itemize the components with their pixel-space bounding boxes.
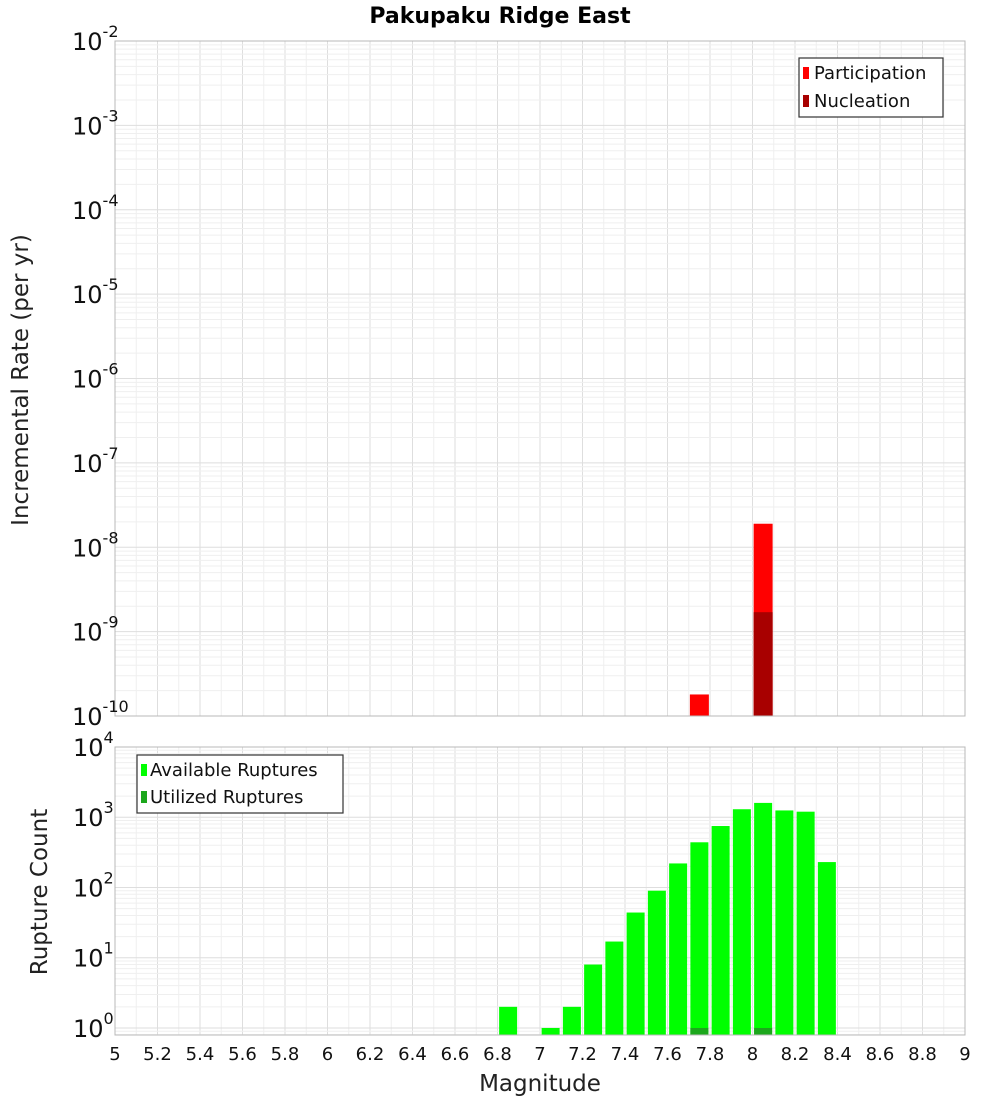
available-ruptures-bar xyxy=(690,842,709,1035)
count-panel-frame xyxy=(114,746,966,1036)
y-tick-label: 10-3 xyxy=(72,106,119,140)
available-ruptures-bar xyxy=(669,863,688,1035)
x-tick-label: 7.6 xyxy=(653,1044,682,1065)
rate-panel-frame xyxy=(114,40,966,717)
y-tick-label: 10-4 xyxy=(72,191,119,225)
x-tick-label: 5.4 xyxy=(186,1044,215,1065)
x-tick-label: 9 xyxy=(959,1044,970,1065)
available-ruptures-bar xyxy=(626,912,645,1035)
available-ruptures-bar xyxy=(647,890,666,1035)
available-ruptures-bar xyxy=(711,826,730,1035)
x-axis-ticks: 5 5.2 5.4 5.6 5.8 6 6.2 6.4 6.6 6.8 7 7.2 7.4 7.6 7.8 8… xyxy=(109,1044,970,1065)
x-tick-label: 7.2 xyxy=(568,1044,597,1065)
nucleation-legend-label: Nucleation xyxy=(814,91,910,112)
y-tick-label: 10-5 xyxy=(72,275,119,309)
available-ruptures-bar xyxy=(562,1006,581,1035)
available-ruptures-bar xyxy=(796,811,815,1035)
y-tick-label: 104 xyxy=(73,728,114,762)
rate-panel-bars xyxy=(689,523,773,716)
y-tick-label: 10-10 xyxy=(72,697,129,731)
x-tick-label: 7 xyxy=(534,1044,545,1065)
x-tick-label: 6.2 xyxy=(356,1044,385,1065)
x-tick-label: 7.4 xyxy=(611,1044,640,1065)
available-legend-label: Available Ruptures xyxy=(150,760,318,781)
utilized-legend-label: Utilized Ruptures xyxy=(150,787,303,808)
count-panel-y-ticks: 100 101 102 103 104 xyxy=(73,728,114,1043)
y-tick-label: 102 xyxy=(73,868,114,902)
x-tick-label: 5.6 xyxy=(228,1044,257,1065)
x-tick-label: 6 xyxy=(322,1044,333,1065)
nucleation-legend-swatch xyxy=(803,95,809,107)
available-ruptures-bar xyxy=(754,802,773,1035)
available-legend-swatch xyxy=(141,764,147,776)
y-tick-label: 103 xyxy=(73,798,114,832)
x-tick-label: 8 xyxy=(747,1044,758,1065)
rate-panel-y-axis-label: Incremental Rate (per yr) xyxy=(8,234,34,526)
participation-legend-label: Participation xyxy=(814,63,926,84)
utilized-ruptures-bar xyxy=(754,1027,773,1035)
x-tick-label: 6.6 xyxy=(441,1044,470,1065)
rate-legend-box xyxy=(798,57,944,118)
y-tick-label: 10-7 xyxy=(72,444,119,478)
x-axis-label: Magnitude xyxy=(479,1071,601,1097)
rate-panel-legend: Participation Nucleation xyxy=(798,57,944,118)
utilized-ruptures-bar xyxy=(690,1027,709,1035)
participation-bar xyxy=(689,694,709,716)
available-ruptures-bar xyxy=(584,964,603,1035)
count-legend-box xyxy=(136,754,344,814)
x-tick-label: 5.2 xyxy=(143,1044,172,1065)
y-tick-label: 10-2 xyxy=(72,22,119,56)
rate-panel-y-ticks: 10-10 10-9 10-8 10-7 10-6 10-5 10-4 10-3 10-2 xyxy=(72,22,129,731)
y-tick-label: 10-8 xyxy=(72,528,119,562)
y-tick-label: 10-6 xyxy=(72,360,119,394)
x-tick-label: 8.4 xyxy=(823,1044,852,1065)
utilized-legend-swatch xyxy=(141,791,147,803)
x-tick-label: 8.2 xyxy=(781,1044,810,1065)
count-panel-legend: Available Ruptures Utilized Ruptures xyxy=(136,754,344,814)
y-tick-label: 10-9 xyxy=(72,613,119,647)
participation-legend-swatch xyxy=(803,67,809,79)
x-tick-label: 6.8 xyxy=(483,1044,512,1065)
nucleation-bar xyxy=(753,612,773,716)
y-tick-label: 101 xyxy=(73,939,114,973)
count-panel-y-axis-label: Rupture Count xyxy=(27,809,53,975)
x-tick-label: 5 xyxy=(109,1044,120,1065)
available-ruptures-bar xyxy=(732,809,751,1035)
rate-panel-grid xyxy=(115,41,965,717)
y-tick-label: 100 xyxy=(73,1009,114,1043)
x-tick-label: 7.8 xyxy=(696,1044,725,1065)
x-tick-label: 5.8 xyxy=(271,1044,300,1065)
x-tick-label: 8.8 xyxy=(908,1044,937,1065)
available-ruptures-bar xyxy=(775,810,794,1035)
available-ruptures-bar xyxy=(499,1006,518,1035)
x-tick-label: 6.4 xyxy=(398,1044,427,1065)
chart-title: Pakupaku Ridge East xyxy=(369,4,631,29)
available-ruptures-bar xyxy=(605,941,624,1035)
available-ruptures-bar xyxy=(541,1027,560,1035)
available-ruptures-bar xyxy=(817,862,836,1035)
x-tick-label: 8.6 xyxy=(866,1044,895,1065)
count-panel-bars xyxy=(499,802,836,1035)
